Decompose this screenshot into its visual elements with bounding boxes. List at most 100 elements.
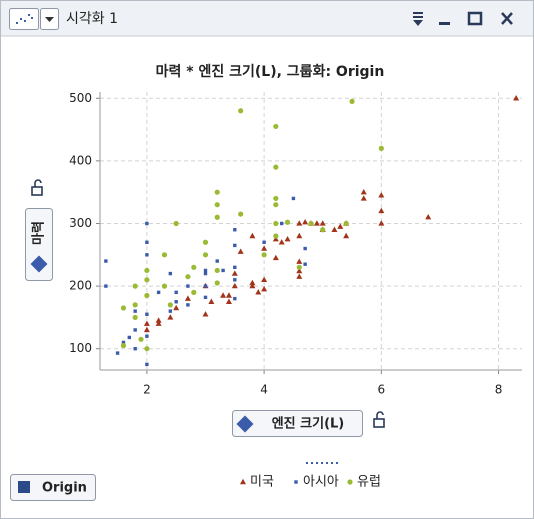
maximize-button[interactable] — [467, 11, 483, 26]
point — [302, 219, 309, 225]
point — [203, 284, 208, 288]
point — [272, 235, 279, 242]
point — [249, 232, 256, 239]
point — [191, 289, 197, 295]
point — [237, 248, 244, 254]
point — [133, 309, 137, 313]
y-lock-icon[interactable] — [31, 179, 43, 196]
point — [220, 292, 227, 298]
y-tick-label: 400 — [69, 153, 92, 167]
point — [320, 227, 326, 233]
legend-marker — [294, 480, 298, 484]
point — [343, 220, 349, 227]
point — [273, 202, 279, 208]
x-lock-icon[interactable] — [373, 411, 385, 428]
point — [378, 220, 385, 226]
point — [173, 304, 180, 311]
point — [273, 220, 279, 227]
minimize-button[interactable] — [439, 22, 450, 25]
y-tick-label: 200 — [69, 279, 92, 293]
x-tick-label: 6 — [378, 383, 386, 397]
point — [174, 300, 178, 304]
point — [308, 220, 314, 227]
point — [215, 259, 219, 263]
point — [120, 305, 127, 311]
point — [167, 314, 174, 320]
point — [173, 220, 179, 227]
point — [284, 219, 291, 225]
point — [303, 262, 307, 266]
point — [233, 228, 237, 232]
point — [161, 283, 168, 289]
point — [255, 289, 262, 295]
point — [296, 267, 303, 274]
point — [233, 296, 237, 301]
point — [167, 302, 173, 308]
y-tick-label: 500 — [69, 91, 92, 105]
point — [143, 320, 150, 326]
point — [214, 280, 220, 286]
chart-title: 마력 * 엔진 크기(L), 그룹화: Origin — [156, 63, 385, 80]
legend-button[interactable] — [10, 474, 96, 501]
point — [284, 235, 291, 242]
point — [279, 221, 284, 226]
point — [303, 246, 307, 251]
title-bar — [1, 1, 533, 36]
point — [238, 211, 244, 217]
point — [133, 328, 137, 332]
point — [186, 303, 190, 307]
y-tick-label: 300 — [69, 216, 92, 230]
point — [202, 311, 209, 317]
x-measure-icon — [236, 415, 254, 433]
point — [343, 232, 350, 239]
point — [249, 279, 256, 286]
point — [120, 342, 127, 349]
point — [378, 145, 384, 151]
point — [203, 271, 208, 276]
point — [214, 267, 220, 274]
point — [155, 317, 162, 323]
point — [203, 295, 208, 300]
point — [360, 195, 367, 201]
point — [233, 265, 237, 270]
point — [349, 98, 355, 104]
dropdown-arrow — [45, 17, 54, 22]
point — [331, 226, 338, 232]
point — [127, 335, 132, 340]
point — [261, 245, 268, 251]
point — [121, 340, 126, 345]
point — [291, 196, 296, 201]
y-axis-label: 마력 — [31, 221, 47, 245]
point — [145, 240, 149, 244]
point — [144, 346, 150, 352]
point — [184, 295, 191, 301]
point — [225, 292, 232, 298]
point — [337, 223, 344, 229]
point — [261, 276, 268, 283]
point — [143, 326, 150, 333]
point — [296, 273, 303, 279]
point — [225, 298, 232, 304]
point — [238, 108, 244, 114]
menu-icon[interactable] — [413, 12, 423, 26]
point — [132, 314, 138, 321]
chart-type-button[interactable] — [9, 8, 39, 30]
legend-label: 유럽 — [357, 475, 381, 490]
point — [168, 309, 173, 313]
point — [273, 123, 279, 130]
legend-label: 미국 — [250, 475, 274, 490]
point — [319, 220, 326, 226]
point — [168, 271, 173, 276]
point — [272, 254, 279, 261]
close-button[interactable] — [501, 12, 513, 25]
point — [144, 292, 150, 299]
point — [378, 207, 385, 214]
point — [145, 221, 149, 226]
x-tick-label: 8 — [495, 383, 503, 397]
point — [115, 351, 120, 355]
x-axis-button[interactable] — [232, 410, 363, 437]
point — [261, 252, 267, 258]
point — [132, 283, 138, 289]
point — [278, 239, 285, 245]
